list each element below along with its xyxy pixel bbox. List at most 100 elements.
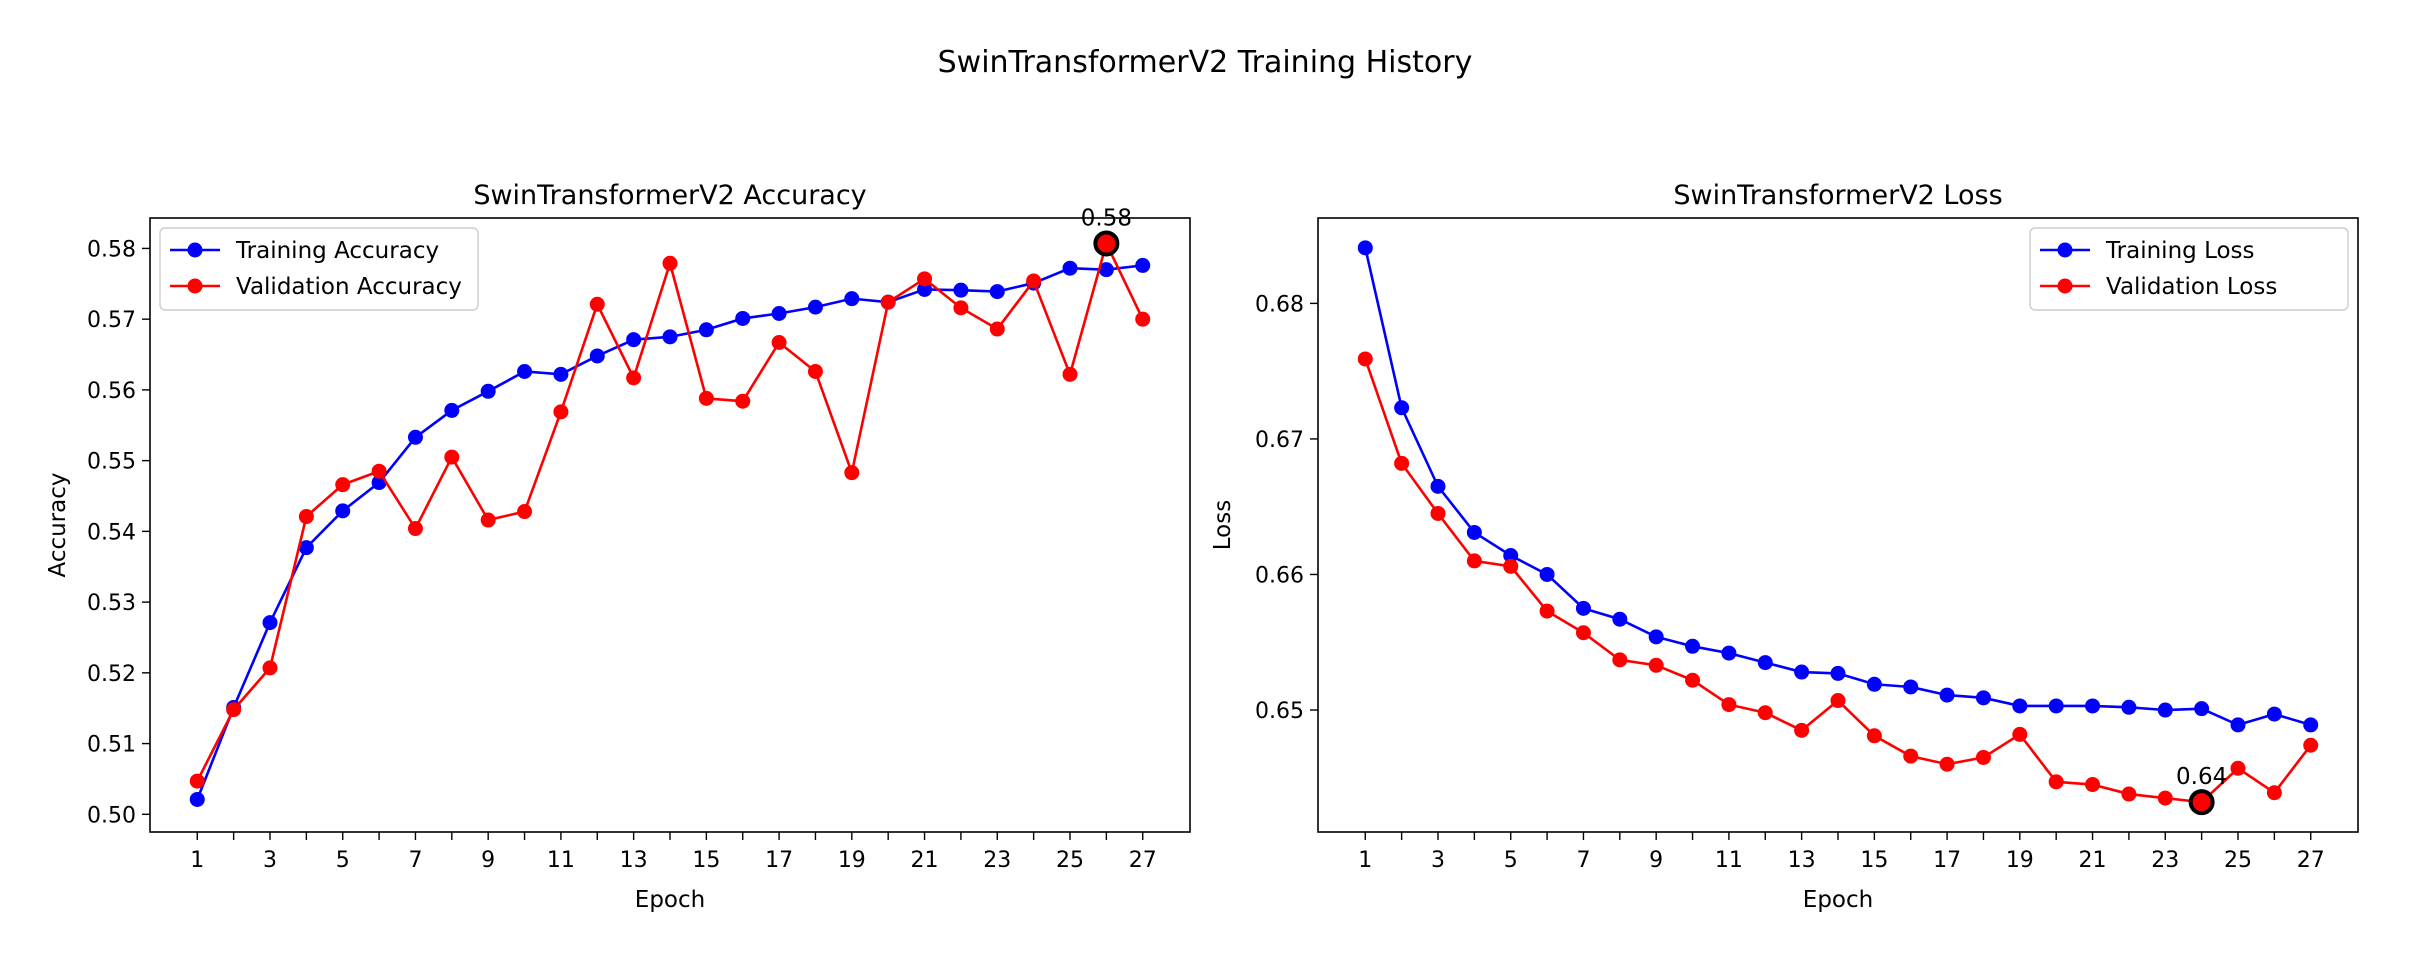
data-point bbox=[2012, 698, 2028, 714]
x-tick-label: 5 bbox=[1504, 848, 1518, 873]
x-tick-label: 25 bbox=[1056, 848, 1084, 873]
data-point bbox=[1903, 679, 1919, 695]
x-tick-label: 23 bbox=[2151, 848, 2179, 873]
data-point bbox=[880, 294, 896, 310]
y-axis-label: Accuracy bbox=[45, 472, 71, 577]
x-tick-label: 7 bbox=[1576, 848, 1590, 873]
legend bbox=[2029, 227, 2349, 311]
data-point bbox=[844, 291, 860, 307]
data-point bbox=[517, 504, 533, 520]
x-tick-label: 21 bbox=[2079, 848, 2107, 873]
data-point bbox=[1612, 652, 1628, 668]
x-tick-label: 27 bbox=[2297, 848, 2325, 873]
x-tick-label: 9 bbox=[1649, 848, 1663, 873]
data-point bbox=[1975, 690, 1991, 706]
data-point bbox=[2303, 737, 2319, 753]
data-point bbox=[1466, 524, 1482, 540]
data-point bbox=[2012, 726, 2028, 742]
data-point bbox=[1757, 705, 1773, 721]
data-point bbox=[407, 521, 423, 537]
data-point bbox=[480, 383, 496, 399]
x-tick-label: 17 bbox=[1933, 848, 1961, 873]
data-point bbox=[589, 348, 605, 364]
plot-area bbox=[149, 217, 1191, 833]
y-tick-label: 0.68 bbox=[1255, 292, 1304, 317]
x-tick-label: 13 bbox=[1788, 848, 1816, 873]
data-point bbox=[807, 364, 823, 379]
best-point-label: 0.58 bbox=[1081, 205, 1132, 231]
y-tick-label: 0.56 bbox=[87, 379, 136, 404]
y-tick-label: 0.52 bbox=[87, 662, 136, 687]
data-point bbox=[2303, 717, 2319, 733]
x-tick-label: 25 bbox=[2224, 848, 2252, 873]
x-tick-label: 1 bbox=[1358, 848, 1372, 873]
data-point bbox=[298, 540, 314, 556]
accuracy-chart: SwinTransformerV2 Accuracy Epoch Accuracy 1… bbox=[45, 180, 1191, 913]
legend-label: Training Accuracy bbox=[235, 238, 439, 264]
data-point bbox=[1757, 655, 1773, 671]
data-point bbox=[1503, 558, 1519, 574]
data-point bbox=[662, 255, 678, 271]
x-tick-label: 23 bbox=[983, 848, 1011, 873]
data-point bbox=[589, 296, 605, 312]
data-point bbox=[1975, 749, 1991, 765]
data-point bbox=[2266, 706, 2282, 722]
data-point bbox=[1648, 629, 1664, 645]
data-point bbox=[1866, 676, 1882, 692]
data-point bbox=[1539, 603, 1555, 619]
data-point bbox=[2266, 785, 2282, 801]
legend-label: Training Loss bbox=[2105, 238, 2255, 264]
legend-marker bbox=[187, 242, 203, 258]
data-point bbox=[298, 509, 314, 525]
data-point bbox=[1503, 547, 1519, 563]
data-point bbox=[1794, 722, 1810, 738]
x-tick-label: 5 bbox=[336, 848, 350, 873]
data-point bbox=[771, 334, 787, 350]
data-point bbox=[698, 390, 714, 406]
legend-label: Validation Accuracy bbox=[236, 274, 462, 300]
figure-title: SwinTransformerV2 Training History bbox=[938, 45, 1473, 80]
data-point bbox=[1830, 665, 1846, 681]
plot-area bbox=[1317, 217, 2359, 833]
data-point bbox=[1685, 672, 1701, 688]
data-point bbox=[262, 615, 278, 631]
x-tick-label: 27 bbox=[1129, 848, 1157, 873]
data-point bbox=[917, 271, 933, 287]
data-point bbox=[1098, 262, 1114, 278]
best-point-marker bbox=[1093, 230, 1120, 257]
data-point bbox=[1135, 311, 1151, 327]
data-point bbox=[2085, 698, 2101, 714]
data-point bbox=[480, 512, 496, 528]
data-point bbox=[2048, 698, 2064, 714]
x-tick-label: 15 bbox=[692, 848, 720, 873]
x-axis-label: Epoch bbox=[635, 887, 705, 913]
data-point bbox=[1575, 600, 1591, 616]
x-tick-label: 1 bbox=[190, 848, 204, 873]
data-point bbox=[1394, 400, 1410, 416]
data-point bbox=[262, 660, 278, 676]
data-point bbox=[2121, 786, 2137, 802]
data-point bbox=[626, 370, 642, 386]
best-point-marker bbox=[2188, 789, 2215, 816]
legend-label: Validation Loss bbox=[2106, 274, 2277, 300]
data-point bbox=[953, 282, 969, 298]
data-point bbox=[1648, 657, 1664, 673]
x-tick-label: 19 bbox=[2006, 848, 2034, 873]
data-point bbox=[444, 402, 460, 418]
x-tick-label: 7 bbox=[408, 848, 422, 873]
y-tick-label: 0.67 bbox=[1255, 428, 1304, 453]
data-point bbox=[844, 465, 860, 481]
legend-marker bbox=[2057, 242, 2073, 258]
data-point bbox=[1939, 687, 1955, 703]
data-point bbox=[2230, 760, 2246, 776]
data-point bbox=[698, 322, 714, 338]
data-point bbox=[1685, 638, 1701, 654]
data-point bbox=[1612, 611, 1628, 627]
best-point-label: 0.64 bbox=[2176, 764, 2227, 790]
data-point bbox=[989, 321, 1005, 337]
legend-marker bbox=[2057, 278, 2073, 294]
data-point bbox=[735, 393, 751, 409]
y-axis-label: Loss bbox=[1210, 500, 1236, 550]
data-point bbox=[1939, 756, 1955, 772]
data-point bbox=[189, 773, 205, 789]
